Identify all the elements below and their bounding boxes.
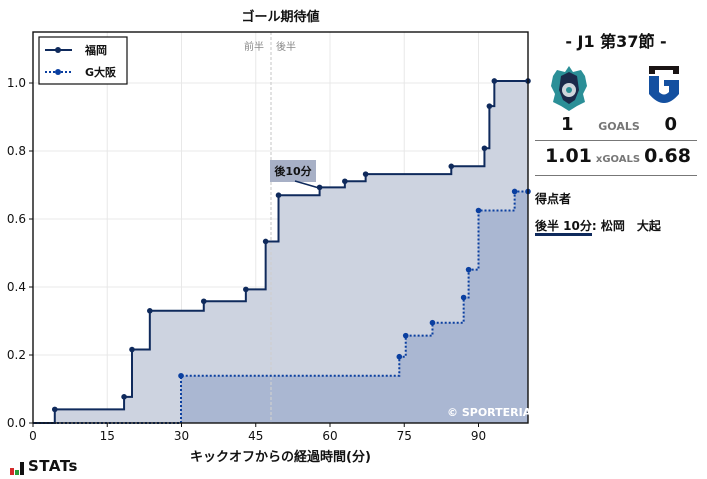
scorers-title: 得点者 — [535, 192, 572, 206]
x-tick-label: 45 — [248, 429, 263, 443]
data-point — [460, 294, 467, 301]
series-line — [33, 79, 528, 424]
gamba-osaka-crest-icon — [649, 66, 679, 103]
y-tick-label: 1.0 — [7, 76, 26, 90]
x-tick-label: 30 — [174, 429, 189, 443]
data-point — [275, 192, 282, 198]
stats-logo-text: STATs — [28, 457, 78, 475]
data-point — [178, 372, 184, 379]
away-goals: 0 — [664, 114, 677, 135]
chart-title: ゴール期待値 — [241, 10, 320, 25]
goal-annotation: 後10分 — [270, 160, 316, 182]
data-point — [147, 308, 153, 314]
y-tick-label: 0.6 — [7, 212, 26, 226]
x-tick-label: 90 — [471, 429, 486, 443]
matchday-title: - J1 第37節 - — [565, 32, 667, 51]
xgoals-label: xGOALS — [595, 154, 641, 165]
x-tick-label: 15 — [100, 429, 115, 443]
series-line — [33, 190, 528, 424]
bar-chart-icon — [10, 462, 24, 475]
data-point — [402, 332, 409, 339]
y-tick-label: 0.2 — [7, 348, 26, 362]
fukuoka-crest-icon — [551, 66, 587, 111]
second-half-label: 後半 — [276, 42, 296, 53]
copyright: © SPORTERIA — [447, 406, 532, 419]
y-tick-label: 0.0 — [7, 416, 26, 430]
scorer-entry: 後半 10分: 松岡 大起 — [535, 217, 697, 236]
plot-frame — [32, 31, 529, 424]
match-summary-panel: - J1 第37節 - 1 GOALS 0 1.01 xGOALS 0.68 得… — [535, 28, 697, 236]
x-tick-label: 60 — [322, 429, 337, 443]
data-point — [486, 103, 493, 109]
data-point — [243, 286, 249, 293]
xgoals-row: 1.01 xGOALS 0.68 — [535, 145, 697, 176]
x-tick-label: 75 — [397, 429, 412, 443]
data-point — [396, 353, 403, 360]
stats-logo: STATs — [10, 457, 78, 475]
y-tick-label: 0.8 — [7, 144, 26, 158]
x-axis-label: キックオフからの経過時間(分) — [190, 450, 371, 465]
home-xg: 1.01 — [545, 145, 592, 167]
data-point — [200, 298, 207, 305]
data-point — [465, 266, 472, 273]
scorer-name: 松岡 大起 — [600, 219, 661, 233]
data-point — [481, 145, 488, 152]
away-xg: 0.68 — [644, 145, 691, 167]
data-point — [475, 207, 482, 214]
data-point — [262, 238, 269, 245]
legend-label-gosaka: G大阪 — [85, 66, 117, 79]
goals-label: GOALS — [598, 120, 640, 133]
data-point — [316, 184, 323, 191]
data-point — [342, 178, 348, 185]
x-tick-label: 0 — [29, 429, 37, 443]
scorer-separator: : — [591, 219, 597, 233]
data-point — [511, 188, 518, 195]
data-point — [429, 319, 436, 326]
legend-label-fukuoka: 福岡 — [85, 44, 107, 57]
home-goals: 1 — [561, 114, 574, 135]
data-point — [362, 171, 369, 177]
data-point — [51, 406, 58, 413]
goals-row: 1 GOALS 0 — [535, 114, 697, 141]
first-half-label: 前半 — [244, 42, 264, 53]
data-point — [121, 394, 127, 400]
data-point — [491, 78, 498, 84]
data-point — [129, 346, 135, 353]
data-point — [448, 163, 455, 170]
legend — [38, 36, 128, 85]
y-tick-label: 0.4 — [7, 280, 26, 294]
scorer-time: 後半 10分 — [535, 219, 592, 236]
